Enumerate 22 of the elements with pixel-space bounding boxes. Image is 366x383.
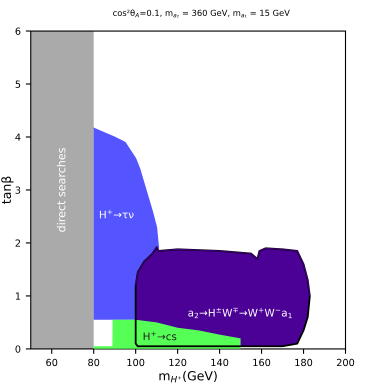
y-tick-label: 2 xyxy=(16,239,20,247)
band-label: direct searches xyxy=(56,148,66,232)
x-tick-label: 80 xyxy=(88,358,100,366)
chart-title: cos²θ$_{A}$=0.1, m$_{a₂}$ = 360 GeV, m$_{a₁}$ = 15 GeV xyxy=(113,9,290,18)
y-tick-label: 6 xyxy=(16,28,20,35)
y-tick-label: 4 xyxy=(15,134,20,141)
x-axis-title: m$_{H⁺}$(GeV) xyxy=(159,370,217,382)
annotation: H$^{+}$→τν xyxy=(100,210,134,218)
x-tick-label: 160 xyxy=(253,358,270,366)
x-tick-label: 140 xyxy=(211,358,228,366)
y-tick-label: 0 xyxy=(15,345,20,353)
y-tick-label: 1 xyxy=(16,292,20,300)
x-tick-label: 100 xyxy=(127,358,144,366)
annotation: H$^{+}$→cs xyxy=(144,332,176,340)
y-tick-label: 3 xyxy=(16,186,20,194)
text: a$_{2}$→H$^{±}$W$^{∓}$→W$^{+}$W$^{−}$a$_{1}$ xyxy=(188,308,292,318)
y-axis-title: tanβ xyxy=(1,176,14,204)
y-tick-label: 5 xyxy=(16,80,20,88)
x-tick-label: 200 xyxy=(336,358,354,366)
x-tick-label: 180 xyxy=(295,358,312,366)
x-tick-label: 60 xyxy=(46,358,58,366)
x-tick-label: 120 xyxy=(169,358,186,366)
